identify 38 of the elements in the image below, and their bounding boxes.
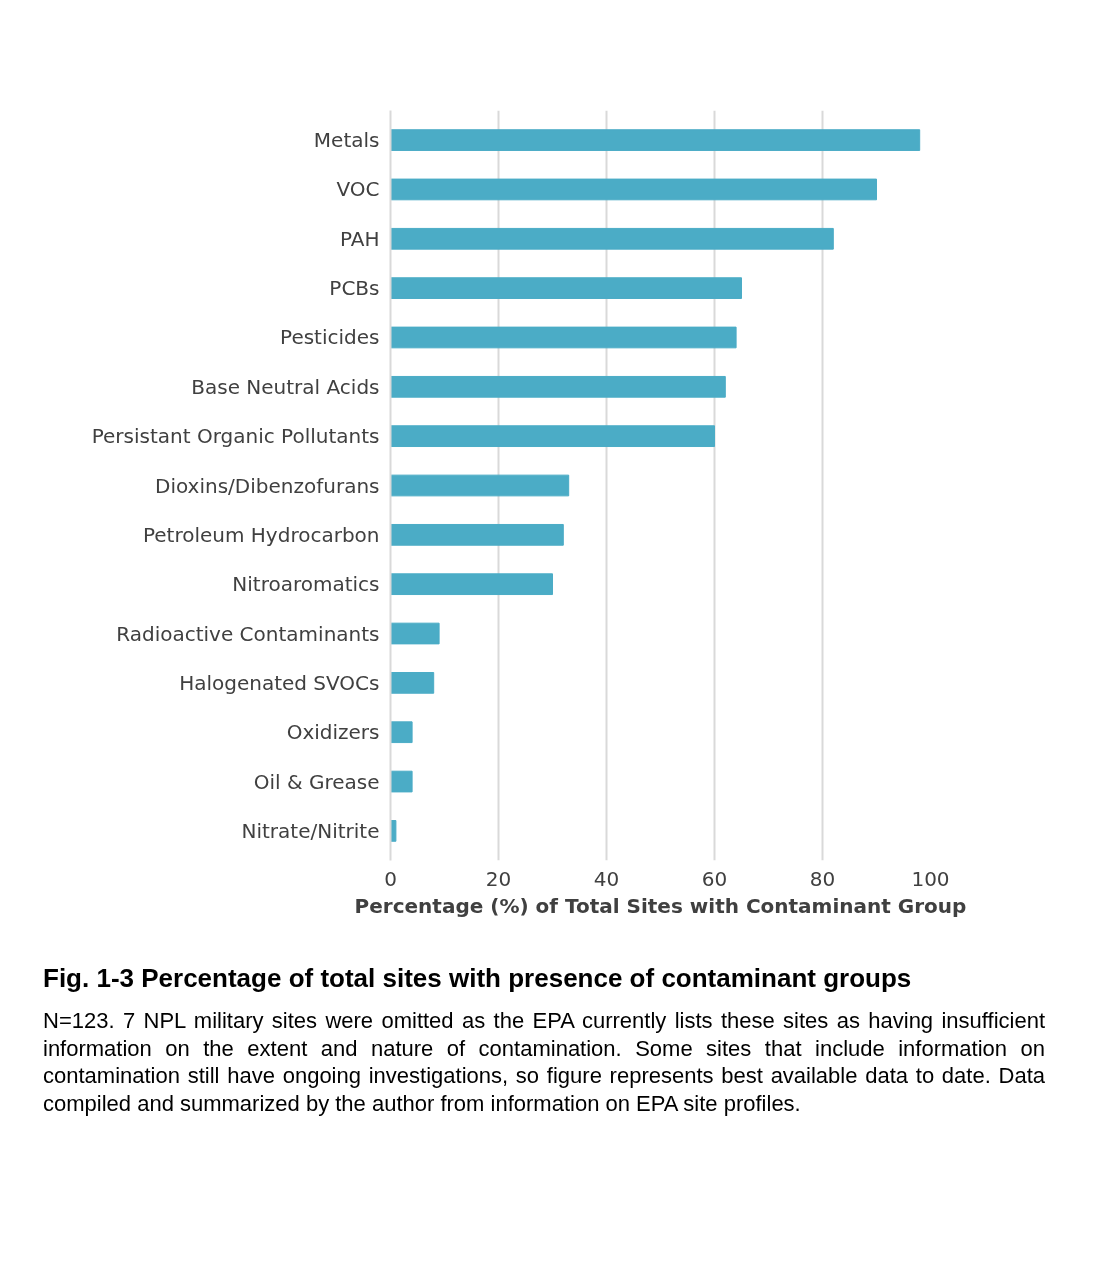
bar — [390, 523, 564, 546]
x-tick-label: 60 — [701, 866, 728, 891]
bar — [390, 227, 834, 250]
x-axis-title: Percentage (%) of Total Sites with Contaminant Group — [354, 893, 967, 918]
x-tick-label: 0 — [384, 866, 397, 891]
y-tick-label: Persistant Organic Pollutants — [91, 424, 380, 449]
x-tick-label: 40 — [593, 866, 620, 891]
bar — [390, 326, 737, 349]
bar — [390, 573, 553, 596]
x-tick-label: 100 — [911, 866, 950, 891]
bar — [390, 672, 435, 694]
text: Fig. 1-3 Percentage of total sites with presence of contaminant groups — [43, 962, 912, 995]
y-tick-label: PAH — [340, 226, 380, 251]
bar — [390, 129, 921, 151]
y-tick-label: Metals — [313, 128, 380, 153]
bar — [390, 178, 877, 201]
y-tick-label: Oil & Grease — [253, 769, 380, 794]
y-tick-label: Nitrate/Nitrite — [241, 818, 380, 843]
y-tick-label: Petroleum Hydrocarbon — [142, 522, 380, 547]
bar — [390, 375, 726, 398]
bar — [390, 721, 413, 744]
y-tick-label: Dioxins/Dibenzofurans — [155, 473, 380, 498]
y-tick-label: Base Neutral Acids — [191, 374, 380, 399]
bar — [390, 622, 440, 645]
bar — [390, 425, 715, 448]
text: N=123. 7 NPL military sites were omitted as the EPA currently lists these sites as having insufficient information on the extent and nature of contamination. Some sites that include information on contamination still have ongoing investigations, so figure represents best available data to date. Data compiled and summarized by the author from information on EPA site profiles. — [43, 1007, 1045, 1118]
y-tick-label: Nitroaromatics — [232, 572, 380, 597]
y-tick-label: Pesticides — [280, 325, 380, 350]
x-tick-label: 20 — [485, 866, 512, 891]
y-tick-label: Oxidizers — [286, 720, 380, 745]
y-tick-label: PCBs — [329, 276, 380, 301]
y-tick-label: Radioactive Contaminants — [116, 621, 380, 646]
x-tick-label: 80 — [809, 866, 836, 891]
y-tick-label: VOC — [336, 177, 380, 202]
bar — [390, 770, 413, 793]
y-tick-label: Halogenated SVOCs — [179, 670, 380, 695]
bar — [390, 474, 570, 497]
bar — [390, 277, 742, 299]
